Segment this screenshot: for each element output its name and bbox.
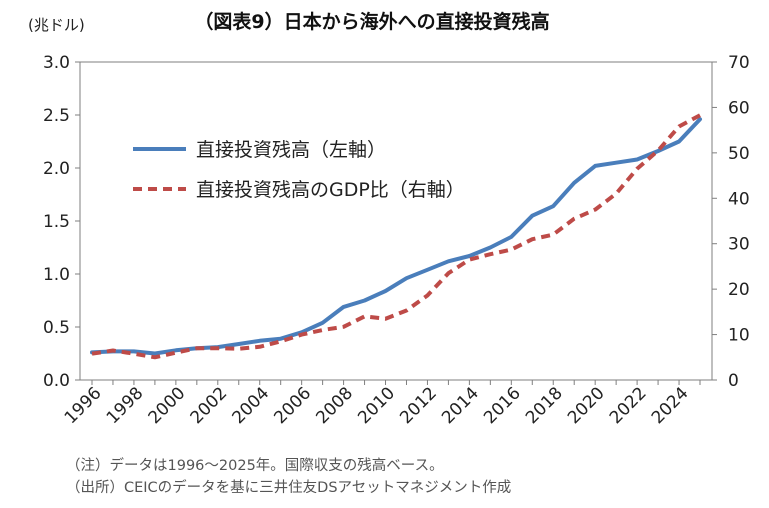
left-tick-label: 3.0 (43, 53, 70, 73)
legend-label-series-2: 直接投資残高のGDP比（右軸） (196, 179, 465, 201)
x-tick-label: 2020 (564, 383, 609, 428)
source-line: （出所）CEICのデータを基に三井住友DSアセットマネジメント作成 (66, 480, 512, 496)
series-line-fdi-gdp-ratio (91, 113, 701, 360)
note-line: （注）データは1996～2025年。国際収支の残高ベース。 (66, 458, 444, 474)
x-tick-label: 2006 (270, 383, 315, 428)
chart-title: （図表9）日本から海外への直接投資残高 (194, 10, 549, 33)
left-tick-label: 1.5 (43, 212, 70, 232)
series-layer (90, 113, 702, 360)
left-tick-label: 2.0 (43, 159, 70, 179)
x-tick-label: 2012 (396, 383, 441, 428)
left-tick-label: 1.0 (43, 265, 70, 285)
right-tick-label: 50 (728, 144, 750, 164)
x-tick-label: 2010 (354, 383, 399, 428)
right-tick-label: 60 (728, 98, 750, 118)
x-tick-label: 2022 (606, 383, 651, 428)
left-tick-label: 2.5 (43, 106, 70, 126)
x-axis-ticks: 1996199820002002200420062008201020122014… (61, 380, 701, 428)
left-tick-label: 0.5 (43, 318, 70, 338)
right-tick-label: 10 (728, 326, 750, 346)
x-tick-label: 2018 (522, 383, 567, 428)
x-tick-label: 2014 (438, 383, 483, 428)
right-tick-label: 40 (728, 189, 750, 209)
right-tick-label: 70 (728, 53, 750, 73)
plot-frame (79, 61, 713, 381)
left-axis-unit: (兆ドル) (28, 16, 85, 34)
left-tick-label: 0.0 (43, 371, 70, 391)
x-tick-label: 2008 (312, 383, 357, 428)
legend: 直接投資残高（左軸） 直接投資残高のGDP比（右軸） (133, 139, 465, 201)
right-tick-label: 30 (728, 235, 750, 255)
x-tick-label: 2004 (229, 383, 274, 428)
x-tick-label: 2000 (145, 383, 190, 428)
series-line-fdi-balance (90, 117, 702, 356)
x-tick-label: 2024 (648, 383, 693, 428)
right-tick-label: 20 (728, 280, 750, 300)
x-tick-label: 2016 (480, 383, 525, 428)
legend-label-series-1: 直接投資残高（左軸） (196, 139, 386, 161)
right-tick-label: 0 (728, 371, 739, 391)
left-axis-ticks: 0.0 0.5 1.0 1.5 2.0 2.5 3.0 (43, 53, 80, 391)
right-axis-ticks: 0 10 20 30 40 50 60 70 (712, 53, 750, 391)
x-tick-label: 2002 (187, 383, 232, 428)
x-tick-label: 1998 (103, 383, 148, 428)
axes (79, 61, 713, 381)
